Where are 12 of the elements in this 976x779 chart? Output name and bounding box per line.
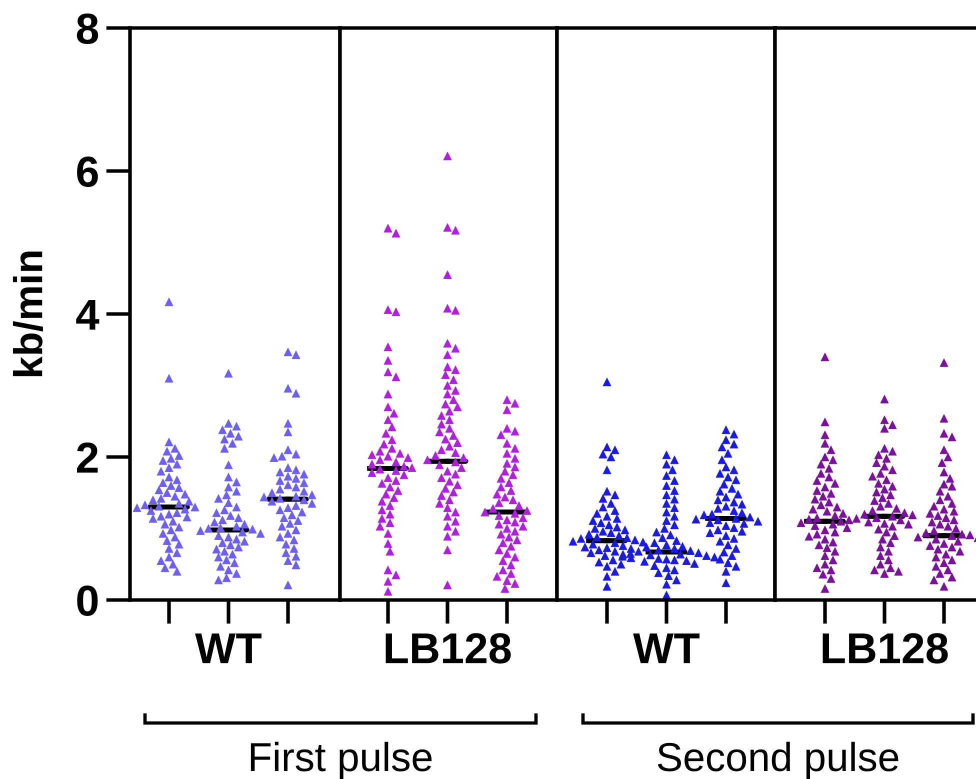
y-tick-label: 4 <box>76 300 100 330</box>
y-tick-label: 8 <box>76 14 98 44</box>
y-tick-label: 2 <box>76 442 98 473</box>
text: Second pulse <box>658 742 898 779</box>
x-tick-label: LB128 <box>386 633 511 664</box>
text: First pulse <box>250 742 432 779</box>
y-tick-label: 6 <box>77 156 98 188</box>
y-axis-title: kb/min <box>12 252 43 376</box>
x-tick-label: WT <box>633 634 700 664</box>
x-tick-label: WT <box>195 634 262 664</box>
x-tick-label: LB128 <box>822 633 948 664</box>
y-tick-label: 0 <box>77 586 98 616</box>
